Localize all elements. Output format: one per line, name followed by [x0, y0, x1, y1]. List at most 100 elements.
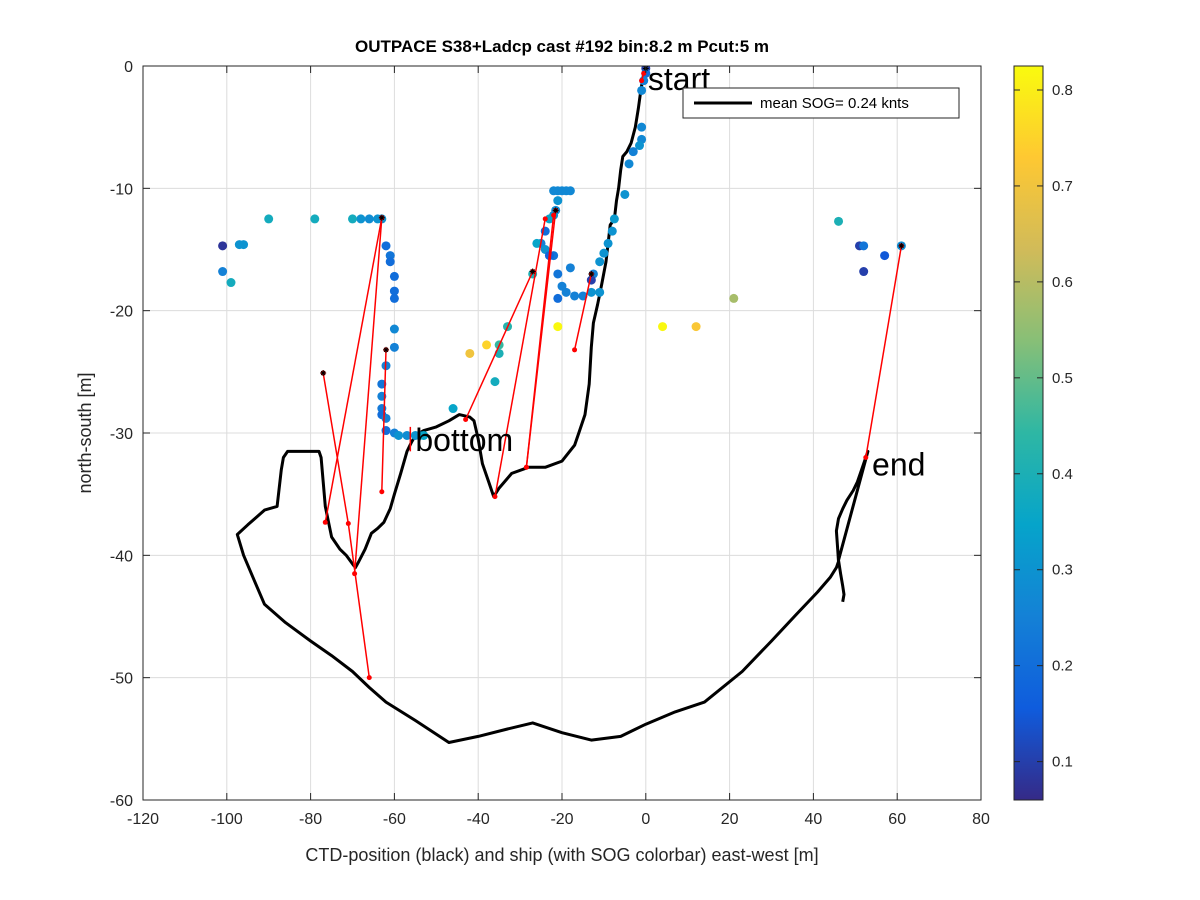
colorbar-tick-label: 0.7 [1052, 178, 1073, 195]
ladcp-segment-point [379, 489, 385, 495]
colorbar-tick-label: 0.5 [1052, 370, 1073, 387]
ship-sog-point [561, 287, 571, 297]
ship-sog-point [264, 214, 274, 224]
colorbar [1013, 65, 1044, 801]
ship-sog-point [658, 322, 668, 332]
ship-sog-point [394, 430, 404, 440]
y-tick-label: 0 [124, 59, 133, 76]
ship-sog-point [385, 257, 395, 267]
ctd-station-marker [552, 207, 559, 214]
ship-sog-point [532, 238, 542, 248]
ship-sog-point [565, 186, 575, 196]
x-tick-label: -100 [211, 811, 243, 828]
ship-sog-point [381, 413, 391, 423]
annotation-bottom: bottom [415, 422, 513, 458]
ship-sog-point [595, 257, 605, 267]
ladcp-segment-point [572, 347, 578, 353]
y-tick-label: -60 [110, 793, 133, 810]
colorbar-tick-label: 0.1 [1052, 754, 1073, 771]
ladcp-segment-point [366, 675, 372, 681]
colorbar-tick-label: 0.8 [1052, 82, 1073, 99]
ship-sog-point [553, 322, 563, 332]
ctd-station-marker [320, 370, 327, 377]
ship-sog-point [637, 122, 647, 132]
ship-sog-point [226, 278, 236, 288]
ship-sog-point [565, 263, 575, 273]
ship-sog-point [691, 322, 701, 332]
ship-sog-point [348, 214, 357, 224]
x-tick-label: 40 [805, 811, 823, 828]
ship-sog-point [234, 240, 244, 250]
ship-sog-point [637, 85, 647, 95]
x-tick-label: -120 [127, 811, 159, 828]
ship-sog-point [729, 293, 739, 303]
ship-sog-point [609, 214, 619, 224]
ladcp-segment [525, 210, 557, 468]
ship-sog-point [859, 267, 869, 277]
ladcp-segment-point [542, 216, 548, 222]
ladcp-segment-point [463, 417, 469, 423]
ship-sog-point [356, 214, 366, 224]
ladcp-segment-point [345, 521, 351, 527]
y-tick-label: -20 [110, 304, 133, 321]
legend-entry: mean SOG= 0.24 knts [760, 95, 909, 112]
ship-sog-point [310, 214, 320, 224]
ship-sog-point [402, 430, 412, 440]
ship-sog-point [482, 340, 492, 350]
x-axis-label: CTD-position (black) and ship (with SOG … [305, 845, 818, 865]
ctd-track [235, 68, 870, 744]
ladcp-segment-point [492, 494, 498, 500]
colorbar-tick-label: 0.2 [1052, 658, 1073, 675]
y-tick-label: -10 [110, 181, 133, 198]
ladcp-segment [324, 217, 383, 523]
x-tick-label: 20 [721, 811, 739, 828]
ship-sog-point [553, 269, 563, 279]
y-tick-label: -50 [110, 671, 133, 688]
ladcp-segment-point [641, 70, 647, 76]
colorbar-tick-label: 0.4 [1052, 466, 1073, 483]
ship-sog-point [389, 342, 399, 352]
ship-sog-point [595, 287, 605, 297]
ship-sog-point [389, 293, 399, 303]
x-tick-label: -20 [550, 811, 573, 828]
ship-sog-point [389, 324, 399, 334]
y-axis-ticks: -60 -50 -40 -30 -20 -10 0 [110, 59, 981, 810]
ship-sog-point [570, 291, 580, 301]
colorbar-tick-label: 0.3 [1052, 562, 1073, 579]
ship-sog-point [553, 293, 563, 303]
ship-sog-point [607, 226, 617, 236]
x-tick-label: -40 [467, 811, 490, 828]
ctd-station-marker [529, 268, 536, 275]
ctd-station-marker [378, 214, 385, 221]
x-tick-label: -80 [299, 811, 322, 828]
ship-sog-point [490, 377, 500, 387]
ladcp-segment-point [322, 519, 328, 525]
chart-title: OUTPACE S38+Ladcp cast #192 bin:8.2 m Pc… [355, 37, 769, 56]
x-tick-label: 0 [641, 811, 650, 828]
ladcp-segment [353, 217, 383, 574]
x-axis-ticks: -120 -100 -80 -60 -40 -20 0 20 40 60 80 [127, 66, 990, 828]
x-tick-label: -60 [383, 811, 406, 828]
ctd-station-marker [383, 346, 390, 353]
ship-sog-point [377, 379, 387, 389]
ctd-station-marker [898, 242, 905, 249]
ship-sog-point [448, 404, 458, 414]
legend: mean SOG= 0.24 knts [682, 87, 960, 119]
ship-sog-point [381, 241, 391, 251]
ship-sog-point [586, 287, 596, 297]
ctd-track-line [235, 68, 870, 744]
ladcp-segment-point [352, 571, 358, 577]
ladcp-segment [865, 245, 903, 458]
y-tick-label: -30 [110, 426, 133, 443]
ladcp-segment [464, 271, 534, 420]
ship-sog-point [553, 196, 563, 206]
ship-sog-point [635, 141, 645, 151]
ship-sog-point [859, 241, 869, 251]
ship-sog-point [628, 147, 638, 157]
ship-sog-point [419, 430, 429, 440]
ladcp-segment [494, 218, 546, 497]
ship-sog-point [880, 251, 890, 261]
ship-sog-point [599, 248, 609, 258]
ship-sog-point [364, 214, 374, 224]
